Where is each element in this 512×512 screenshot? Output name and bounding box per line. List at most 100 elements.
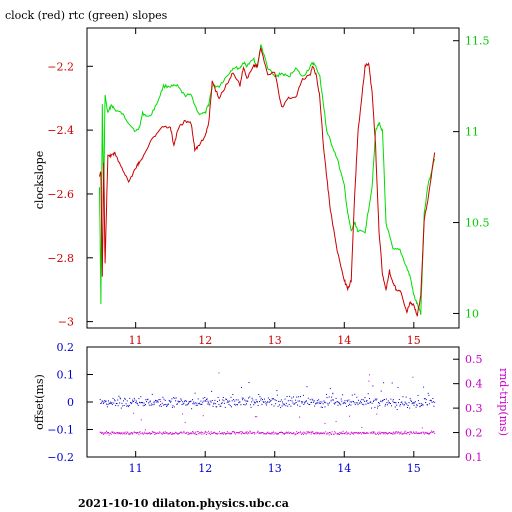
rnd-trip-point bbox=[196, 434, 198, 436]
rnd-trip-point bbox=[420, 432, 422, 434]
rnd-trip-point bbox=[222, 432, 224, 434]
offset-point bbox=[273, 398, 274, 400]
offset-point bbox=[300, 401, 302, 403]
top-x-axis: 11 12 13 14 15 bbox=[129, 28, 421, 347]
rnd-trip-point bbox=[351, 432, 353, 434]
offset-point bbox=[148, 404, 150, 406]
offset-point bbox=[399, 404, 401, 405]
offset-point bbox=[254, 402, 256, 404]
rnd-trip-point bbox=[111, 431, 113, 433]
offset-point bbox=[132, 401, 134, 403]
offset-point bbox=[430, 399, 432, 401]
rnd-trip-point bbox=[102, 433, 104, 435]
rnd-trip-point bbox=[358, 432, 359, 434]
rnd-trip-point bbox=[393, 432, 395, 434]
offset-point bbox=[212, 405, 214, 407]
offset-point bbox=[245, 400, 247, 402]
rnd-trip-point bbox=[433, 431, 435, 433]
rnd-trip-point bbox=[204, 430, 206, 432]
offset-point bbox=[298, 396, 300, 398]
rnd-trip-point bbox=[106, 430, 107, 432]
rnd-trip-point bbox=[347, 432, 349, 434]
offset-point bbox=[382, 399, 384, 401]
offset-point bbox=[331, 396, 333, 398]
offset-point bbox=[369, 402, 371, 403]
rnd-trip-point bbox=[291, 433, 293, 435]
offset-point bbox=[138, 398, 140, 400]
offset-point bbox=[204, 400, 206, 402]
bottom-x-tick-label: 14 bbox=[337, 462, 351, 475]
offset-point bbox=[338, 402, 340, 404]
offset-point bbox=[142, 405, 144, 407]
rnd-trip-point bbox=[417, 433, 419, 435]
offset-point bbox=[398, 402, 399, 404]
rnd-trip-point bbox=[380, 432, 382, 434]
rnd-trip-point bbox=[349, 434, 351, 435]
offset-point bbox=[427, 404, 428, 406]
rnd-trip-point bbox=[302, 432, 304, 434]
rnd-trip-point bbox=[413, 431, 414, 433]
rnd-trip-point bbox=[274, 432, 276, 434]
offset-point bbox=[364, 400, 365, 402]
rnd-trip-point bbox=[282, 432, 283, 433]
offset-point bbox=[209, 400, 211, 402]
rnd-trip-point bbox=[181, 432, 183, 434]
offset-point bbox=[424, 398, 426, 399]
rnd-trip-point bbox=[270, 433, 272, 435]
rnd-trip-point bbox=[218, 372, 220, 374]
rnd-trip-point bbox=[360, 433, 362, 435]
offset-point bbox=[111, 402, 113, 404]
rnd-trip-point bbox=[301, 432, 303, 434]
rnd-trip-point bbox=[240, 431, 242, 432]
offset-point bbox=[399, 405, 401, 407]
offset-point bbox=[214, 399, 216, 401]
offset-point bbox=[109, 401, 111, 403]
offset-point bbox=[342, 394, 344, 396]
rnd-trip-point bbox=[168, 433, 169, 435]
offset-point bbox=[192, 399, 193, 401]
rnd-trip-point bbox=[380, 433, 381, 435]
offset-point bbox=[229, 400, 231, 402]
rnd-trip-point bbox=[269, 433, 271, 435]
offset-point bbox=[200, 400, 202, 402]
offset-point bbox=[179, 401, 181, 403]
offset-point bbox=[219, 405, 221, 407]
offset-point bbox=[169, 400, 171, 402]
rnd-trip-point bbox=[300, 431, 301, 433]
offset-point bbox=[263, 402, 265, 403]
offset-point bbox=[221, 402, 223, 404]
rnd-trip-point bbox=[360, 432, 361, 434]
rnd-trip-point bbox=[373, 431, 375, 433]
offset-point bbox=[343, 402, 345, 404]
offset-point bbox=[102, 400, 104, 402]
offset-point bbox=[262, 401, 264, 403]
rnd-trip-point bbox=[308, 432, 310, 434]
rnd-trip-point bbox=[177, 433, 179, 435]
top-y-tick-label: −2.2 bbox=[47, 60, 74, 73]
rnd-trip-point bbox=[133, 412, 135, 414]
offset-point bbox=[163, 398, 165, 400]
rnd-trip-point bbox=[158, 433, 160, 434]
offset-point bbox=[320, 403, 322, 404]
rnd-trip-point bbox=[317, 432, 319, 434]
rnd-trip-point bbox=[429, 432, 431, 434]
offset-point bbox=[374, 406, 376, 408]
rnd-trip-point bbox=[249, 431, 251, 433]
offset-point bbox=[324, 406, 326, 408]
offset-point bbox=[417, 400, 419, 402]
offset-point bbox=[329, 402, 330, 404]
offset-point bbox=[213, 402, 215, 404]
rnd-trip-point bbox=[405, 430, 407, 432]
offset-point bbox=[206, 398, 208, 400]
rnd-trip-point bbox=[396, 432, 398, 434]
offset-point bbox=[231, 406, 232, 408]
rnd-trip-point bbox=[247, 433, 249, 435]
offset-point bbox=[186, 404, 188, 406]
offset-point bbox=[162, 404, 164, 406]
rnd-trip-point bbox=[104, 432, 106, 434]
offset-point bbox=[421, 405, 423, 406]
rnd-trip-point bbox=[391, 433, 392, 434]
offset-point bbox=[318, 399, 320, 401]
rnd-trip-point bbox=[268, 432, 270, 434]
rnd-trip-point bbox=[348, 432, 350, 434]
